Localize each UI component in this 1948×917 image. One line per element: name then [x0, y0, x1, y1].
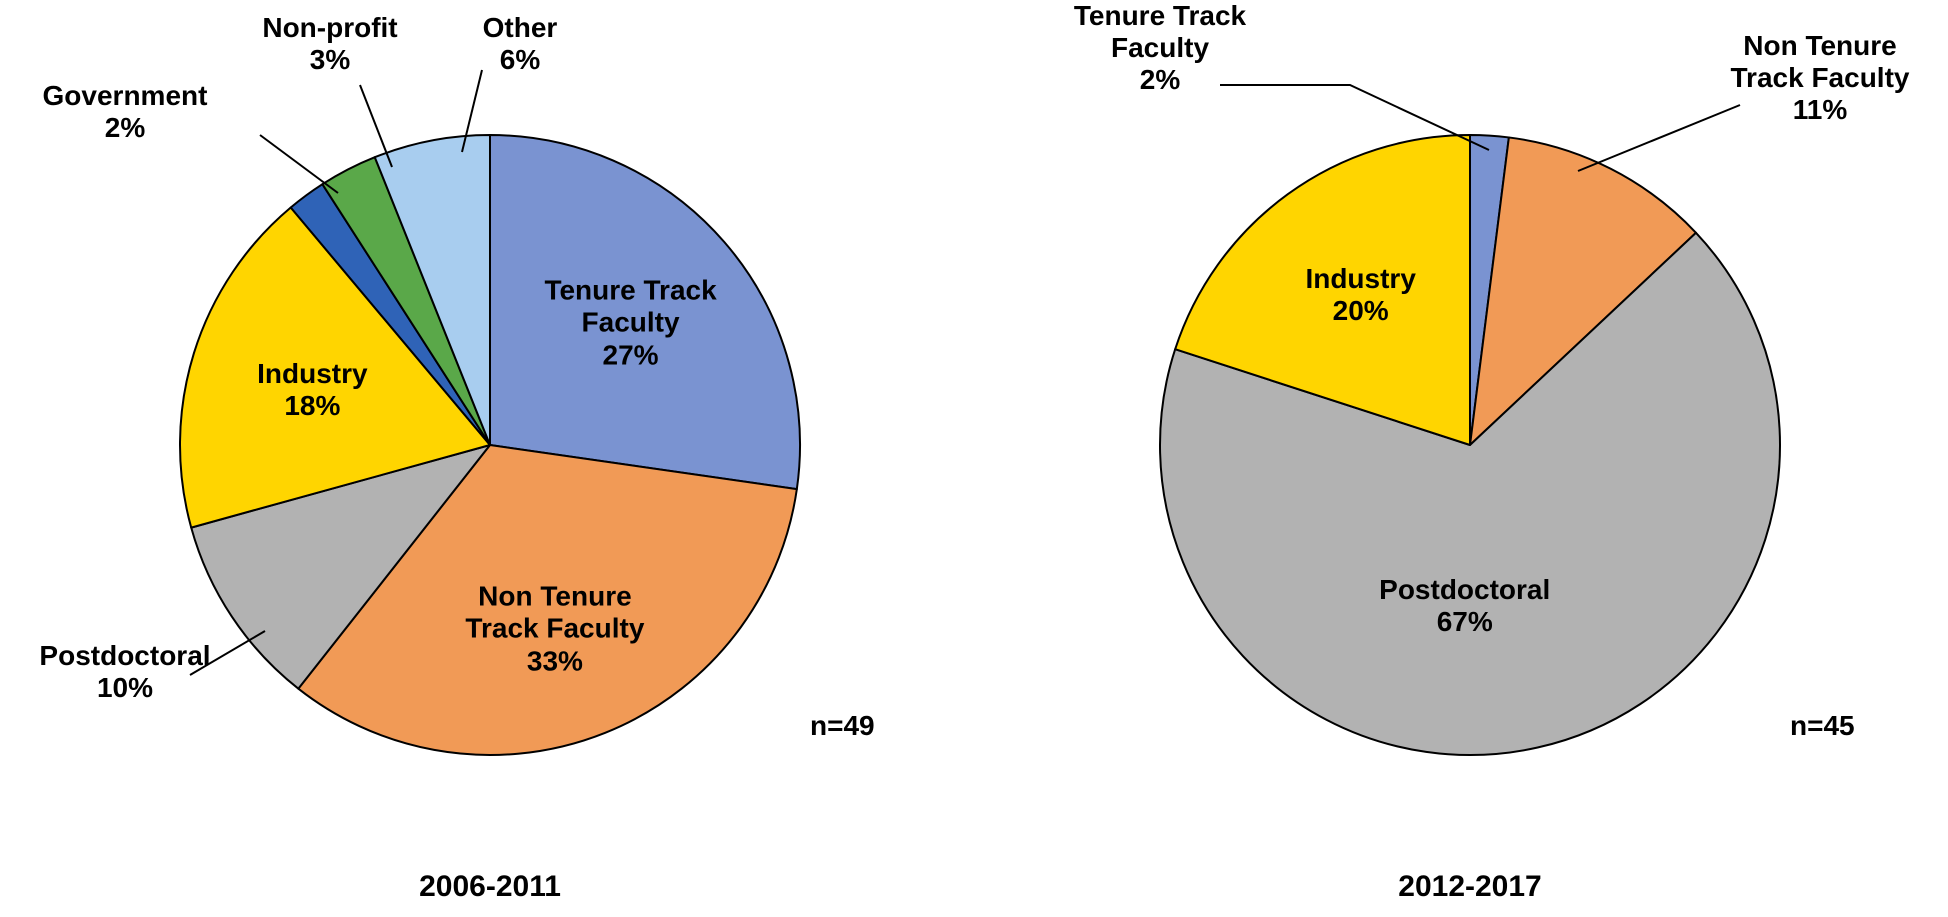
label-nonprofit: Non-profit 3%: [220, 12, 440, 76]
label-postdoc: Postdoctoral 67%: [1379, 574, 1550, 638]
label-tenure: Tenure Track Faculty 27%: [544, 275, 716, 372]
label-other: Other 6%: [440, 12, 600, 76]
label-industry: Industry 18%: [257, 358, 367, 422]
n-count-right: n=45: [1790, 710, 1855, 742]
label-industry: Industry 20%: [1305, 262, 1415, 326]
n-count-left: n=49: [810, 710, 875, 742]
caption-2012-2017: 2012-2017: [1398, 870, 1541, 904]
label-nontenure: Non Tenure Track Faculty 33%: [465, 581, 644, 678]
label-tenure: Tenure Track Faculty 2%: [1030, 0, 1290, 97]
caption-2006-2011: 2006-2011: [419, 870, 561, 904]
pie-chart-2012-2017: [1156, 131, 1784, 759]
figure-canvas: { "figure": { "type": "pie-pair", "backg…: [0, 0, 1948, 917]
label-nontenure: Non Tenure Track Faculty 11%: [1690, 30, 1948, 127]
label-government: Government 2%: [0, 80, 250, 144]
label-postdoc: Postdoctoral 10%: [0, 640, 250, 704]
